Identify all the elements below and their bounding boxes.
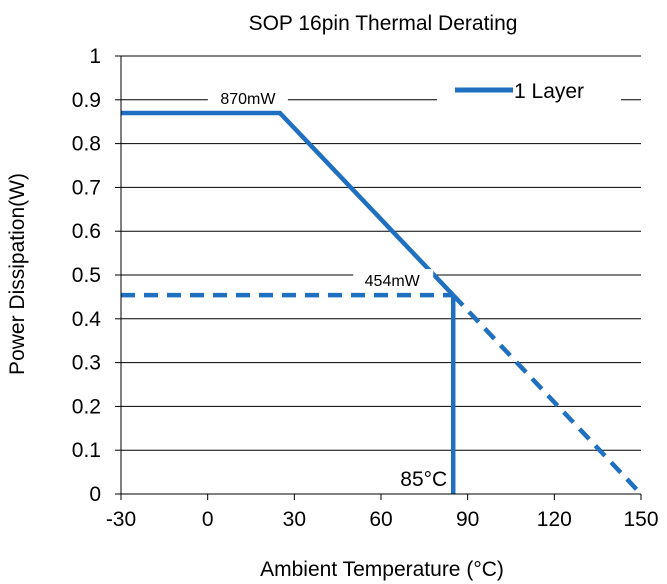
- y-tick-label-3: 0.3: [72, 352, 101, 375]
- y-tick-label-4: 0.4: [72, 308, 102, 331]
- y-tick-label-1: 0.1: [72, 439, 101, 462]
- x-tick-label-6: 150: [623, 508, 658, 531]
- annotation-bg-0: [207, 86, 288, 107]
- annotation-bg-2: [389, 462, 450, 490]
- y-axis-label: Power Dissipation(W): [6, 173, 29, 375]
- series-line-dashed: [451, 293, 643, 496]
- y-tick-label-6: 0.6: [72, 220, 101, 243]
- series-line-solid: [121, 110, 455, 297]
- y-tick-label-8: 0.8: [72, 133, 101, 156]
- x-axis-label: Ambient Temperature (°C): [260, 558, 504, 581]
- y-tick-label-5: 0.5: [72, 264, 101, 287]
- x-tick-label-2: 30: [283, 508, 306, 531]
- y-tick-label-7: 0.7: [72, 176, 101, 199]
- axes: -30 0 30 60 90 120 15000.10.20.30.40.50.60.70.…: [72, 45, 659, 531]
- chart-title: SOP 16pin Thermal Derating: [249, 12, 518, 35]
- annotation-870mw: 870mW: [220, 91, 276, 108]
- x-tick-label-1: 0: [202, 508, 214, 531]
- y-tick-label-10: 1: [89, 45, 101, 68]
- annotations: 870mW 454mW 85°C: [207, 86, 450, 491]
- x-tick-label-5: 120: [537, 508, 572, 531]
- plot-marks: [121, 110, 643, 496]
- y-tick-label-9: 0.9: [72, 89, 101, 112]
- x-tick-label-0: -30: [106, 508, 136, 531]
- legend-label: 1 Layer: [514, 80, 584, 103]
- legend: 1 Layer: [437, 72, 621, 108]
- annotation-bg-1: [353, 269, 434, 290]
- x-tick-label-3: 60: [369, 508, 392, 531]
- x-tick-label-4: 90: [456, 508, 479, 531]
- annotation-85c: 85°C: [400, 468, 447, 491]
- y-tick-label-0: 0: [89, 483, 101, 506]
- annotation-454mw: 454mW: [365, 273, 421, 290]
- y-tick-label-2: 0.2: [72, 395, 101, 418]
